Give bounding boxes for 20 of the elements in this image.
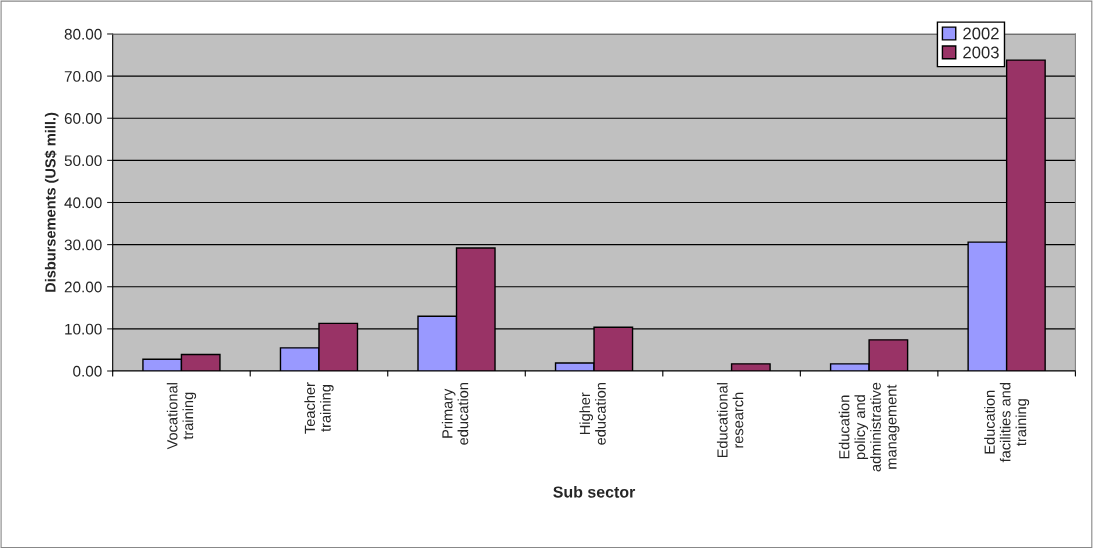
- y-axis-title: Disbursements (US$ mill.): [44, 112, 59, 292]
- legend-label: 2003: [963, 46, 999, 59]
- y-tick-label: 60.00: [64, 113, 102, 124]
- y-tick-label: 0.00: [73, 365, 102, 377]
- x-tick-label: Education policy and administrative management: [838, 382, 900, 472]
- x-tick-label: Educational research: [716, 383, 744, 458]
- x-axis-title: Sub sector: [553, 485, 636, 498]
- legend-label: 2002: [963, 27, 999, 40]
- y-tick-label: 70.00: [64, 70, 102, 82]
- x-tick-label: Education facilities and training: [984, 383, 1030, 463]
- x-tick-label: Teacher training: [304, 382, 334, 434]
- y-tick-label: 30.00: [64, 239, 102, 251]
- y-tick-label: 40.00: [64, 197, 102, 209]
- y-tick-label: 50.00: [64, 155, 102, 167]
- x-tick-label: Primary education: [441, 383, 469, 445]
- x-tick-label: Higher education: [579, 383, 606, 445]
- y-tick-label: 80.00: [64, 28, 102, 40]
- y-tick-label: 10.00: [65, 323, 102, 335]
- y-tick-label: 20.00: [64, 281, 102, 293]
- x-tick-label: Vocational training: [166, 383, 197, 450]
